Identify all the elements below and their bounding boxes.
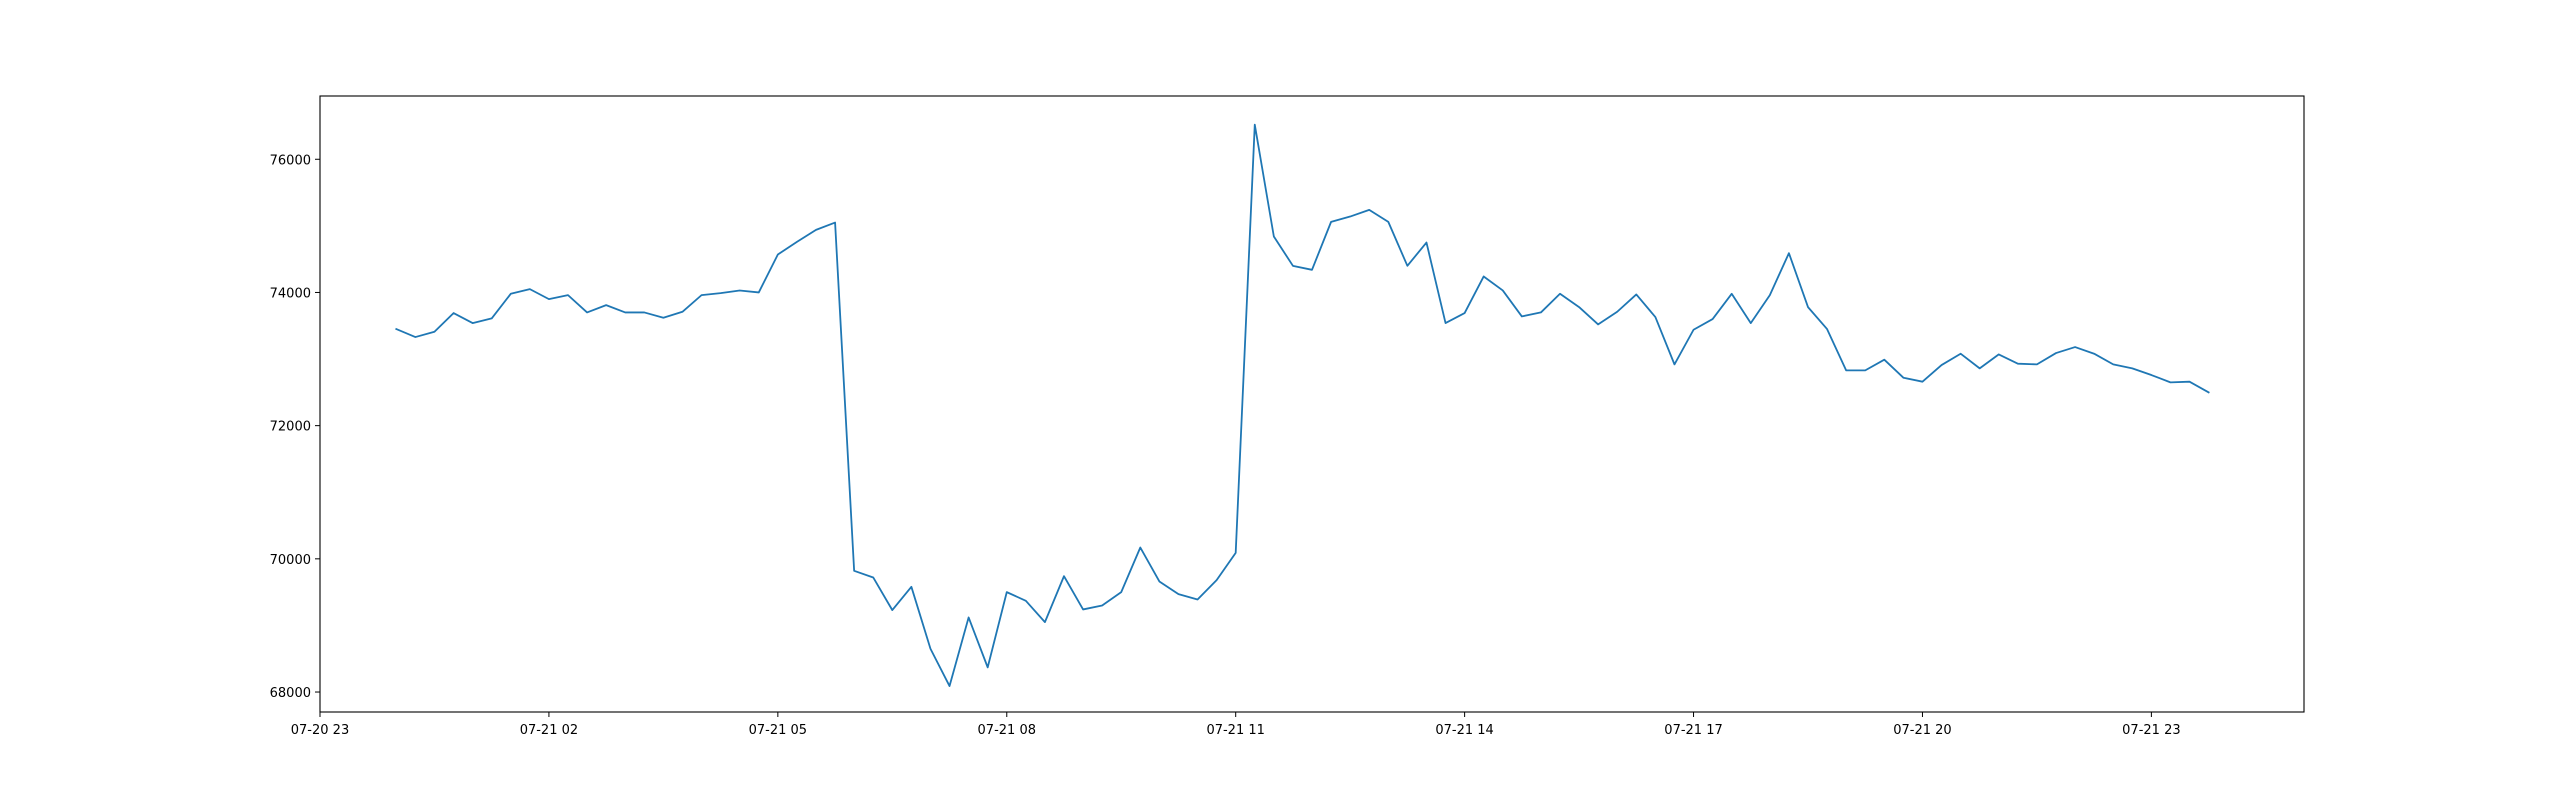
series-line <box>395 123 2210 687</box>
plot-frame <box>319 95 2305 713</box>
y-axis-ticks: 68000 70000 72000 74000 76000 <box>270 153 320 701</box>
y-tick-label: 70000 <box>270 553 311 568</box>
y-tick-label: 76000 <box>270 153 311 168</box>
x-tick-label: 07-21 20 <box>1893 723 1951 738</box>
y-tick-label: 74000 <box>270 286 311 301</box>
plot-area: 07-20 23 07-21 02 07-21 05 07-21 08 07-21 11… <box>270 95 2305 738</box>
x-tick-label: 07-21 05 <box>749 723 807 738</box>
x-axis-ticks: 07-20 23 07-21 02 07-21 05 07-21 08 07-21 11… <box>291 712 2181 738</box>
x-tick-label: 07-20 23 <box>291 723 349 738</box>
y-tick-label: 72000 <box>270 420 311 435</box>
x-tick-label: 07-21 17 <box>1664 723 1722 738</box>
y-tick-label: 68000 <box>270 686 311 701</box>
x-tick-label: 07-21 14 <box>1435 723 1493 738</box>
x-tick-label: 07-21 08 <box>978 723 1036 738</box>
x-tick-label: 07-21 23 <box>2122 723 2180 738</box>
x-tick-label: 07-21 02 <box>520 723 578 738</box>
x-tick-label: 07-21 11 <box>1206 723 1264 738</box>
